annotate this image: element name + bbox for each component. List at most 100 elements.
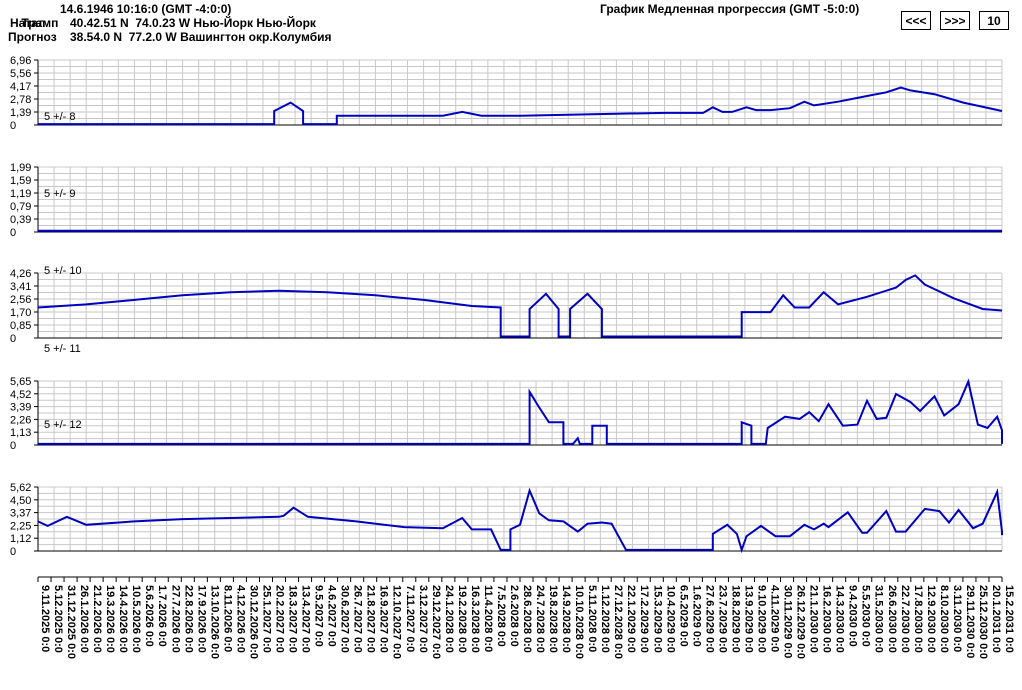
date-tick-label: 30.6.2027 0:0 bbox=[339, 585, 351, 653]
date-tick-label: 3.11.2030 0:0 bbox=[951, 585, 963, 652]
date-tick-label: 4.6.2027 0:0 bbox=[326, 585, 338, 647]
series-line bbox=[38, 378, 1003, 445]
date-tick-label: 13.10.2026 0:0 bbox=[208, 585, 220, 659]
date-tick-label: 11.4.2028 0:0 bbox=[482, 585, 494, 652]
date-tick-label: 14.3.2030 0:0 bbox=[834, 585, 846, 653]
date-tick-label: 16.2.2030 0:0 bbox=[821, 585, 833, 653]
series-line bbox=[37, 487, 1003, 554]
step-button[interactable]: 10 bbox=[979, 11, 1009, 30]
date-tick-label: 14.9.2028 0:0 bbox=[560, 585, 572, 653]
date-tick-label: 13.4.2027 0:0 bbox=[300, 585, 312, 653]
date-tick-label: 6.5.2029 0:0 bbox=[677, 585, 689, 647]
y-tick-label: 6,96 bbox=[10, 55, 31, 67]
date-tick-label: 30.11.2029 0:0 bbox=[782, 585, 794, 658]
date-tick-label: 16.3.2028 0:0 bbox=[469, 585, 481, 653]
band-annotation: 5 +/- 9 bbox=[44, 188, 76, 200]
date-tick-label: 9.11.2025 0:0 bbox=[39, 585, 51, 652]
y-tick-label: 3,37 bbox=[10, 508, 31, 520]
date-tick-label: 24.1.2028 0:0 bbox=[443, 585, 455, 653]
date-tick-label: 25.1.2027 0:0 bbox=[260, 585, 272, 653]
y-tick-label: 1,39 bbox=[10, 107, 31, 119]
header-row-tramp: Трамп bbox=[8, 2, 58, 44]
date-tick-label: 9.5.2027 0:0 bbox=[313, 585, 325, 647]
date-tick-label: 19.3.2026 0:0 bbox=[104, 585, 116, 653]
date-tick-label: 1.7.2026 0:0 bbox=[156, 585, 168, 647]
date-tick-label: 27.12.2028 0:0 bbox=[612, 585, 624, 659]
date-tick-label: 10.4.2029 0:0 bbox=[664, 585, 676, 653]
date-tick-label: 25.12.2030 0:0 bbox=[977, 585, 989, 659]
date-tick-label: 12.10.2027 0:0 bbox=[391, 585, 403, 659]
header-label-tramp: Трамп bbox=[21, 16, 59, 30]
date-tick-label: 27.6.2029 0:0 bbox=[703, 585, 715, 653]
date-tick-label: 29.12.2027 0:0 bbox=[430, 585, 442, 659]
date-tick-label: 5.6.2026 0:0 bbox=[143, 585, 155, 647]
date-tick-label: 19.8.2028 0:0 bbox=[547, 585, 559, 653]
y-tick-label: 1,12 bbox=[10, 533, 31, 545]
y-tick-label: 3,41 bbox=[10, 281, 31, 293]
y-tick-label: 2,25 bbox=[10, 520, 31, 532]
date-tick-label: 20.2.2027 0:0 bbox=[273, 585, 285, 653]
date-tick-label: 20.1.2031 0:0 bbox=[990, 585, 1002, 653]
y-tick-label: 4,17 bbox=[10, 81, 31, 93]
y-tick-label: 4,26 bbox=[10, 268, 31, 280]
date-tick-label: 5.5.2030 0:0 bbox=[860, 585, 872, 647]
y-tick-label: 5,56 bbox=[10, 68, 31, 80]
date-tick-label: 10.5.2026 0:0 bbox=[130, 585, 142, 653]
date-tick-label: 12.9.2030 0:0 bbox=[925, 585, 937, 653]
band-annotation: 5 +/- 10 bbox=[44, 265, 82, 277]
y-tick-label: 1,70 bbox=[10, 307, 31, 319]
date-tick-label: 31.5.2030 0:0 bbox=[873, 585, 885, 653]
date-tick-label: 7.5.2028 0:0 bbox=[495, 585, 507, 647]
y-tick-label: 1,99 bbox=[10, 162, 31, 174]
next-button[interactable]: >>> bbox=[940, 11, 970, 30]
date-tick-label: 29.11.2030 0:0 bbox=[964, 585, 976, 658]
date-tick-label: 1.6.2029 0:0 bbox=[690, 585, 702, 647]
series-line bbox=[37, 274, 1003, 338]
date-tick-label: 22.7.2030 0:0 bbox=[899, 585, 911, 653]
date-tick-label: 19.2.2028 0:0 bbox=[456, 585, 468, 653]
date-tick-label: 22.1.2029 0:0 bbox=[625, 585, 637, 653]
date-tick-label: 8.11.2026 0:0 bbox=[221, 585, 233, 652]
prev-button[interactable]: <<< bbox=[901, 11, 931, 30]
date-tick-label: 1.12.2028 0:0 bbox=[599, 585, 611, 653]
date-tick-label: 17.8.2030 0:0 bbox=[912, 585, 924, 653]
header-value-forecast: 38.54.0 N 77.2.0 W Вашингтон окр.Колумби… bbox=[70, 30, 332, 44]
y-tick-label: 1,19 bbox=[10, 188, 31, 200]
date-tick-label: 14.4.2026 0:0 bbox=[117, 585, 129, 653]
date-tick-label: 30.12.2026 0:0 bbox=[247, 585, 259, 659]
y-tick-label: 2,26 bbox=[10, 414, 31, 426]
date-tick-label: 17.2.2029 0:0 bbox=[638, 585, 650, 653]
date-tick-label: 5.11.2028 0:0 bbox=[586, 585, 598, 652]
band-annotation: 5 +/- 8 bbox=[44, 111, 76, 123]
band-annotation: 5 +/- 11 bbox=[44, 343, 81, 355]
y-tick-label: 4,52 bbox=[10, 389, 31, 401]
date-tick-label: 15.3.2029 0:0 bbox=[651, 585, 663, 653]
y-tick-label: 0 bbox=[10, 546, 16, 558]
date-tick-label: 18.8.2029 0:0 bbox=[729, 585, 741, 653]
header-value-natal: 40.42.51 N 74.0.23 W Нью-Йорк Нью-Йорк bbox=[70, 16, 316, 30]
date-tick-label: 18.3.2027 0:0 bbox=[287, 585, 299, 653]
series-line bbox=[38, 86, 1003, 126]
header-label-natal: Натал bbox=[10, 16, 46, 30]
date-tick-label: 26.1.2026 0:0 bbox=[78, 585, 90, 653]
date-tick-label: 9.4.2030 0:0 bbox=[847, 585, 859, 647]
date-tick-label: 9.10.2029 0:0 bbox=[755, 585, 767, 653]
band-annotation: 5 +/- 12 bbox=[44, 419, 82, 431]
y-tick-label: 5,62 bbox=[10, 482, 31, 494]
header-label-forecast: Прогноз bbox=[8, 30, 57, 44]
date-tick-label: 17.9.2026 0:0 bbox=[195, 585, 207, 653]
header-value-tramp: 14.6.1946 10:16:0 (GMT -4:0:0) bbox=[60, 2, 232, 16]
date-tick-label: 5.12.2025 0:0 bbox=[52, 585, 64, 653]
date-tick-label: 31.12.2025 0:0 bbox=[65, 585, 77, 659]
date-tick-label: 2.6.2028 0:0 bbox=[508, 585, 520, 647]
y-tick-label: 1,59 bbox=[10, 175, 31, 187]
date-tick-label: 13.9.2029 0:0 bbox=[742, 585, 754, 653]
date-tick-label: 4.11.2029 0:0 bbox=[769, 585, 781, 652]
date-tick-label: 7.11.2027 0:0 bbox=[404, 585, 416, 652]
date-tick-label: 26.7.2027 0:0 bbox=[352, 585, 364, 653]
date-tick-label: 3.12.2027 0:0 bbox=[417, 585, 429, 653]
y-tick-label: 3,39 bbox=[10, 402, 31, 414]
date-tick-label: 8.10.2030 0:0 bbox=[938, 585, 950, 653]
y-tick-label: 4,50 bbox=[10, 495, 31, 507]
